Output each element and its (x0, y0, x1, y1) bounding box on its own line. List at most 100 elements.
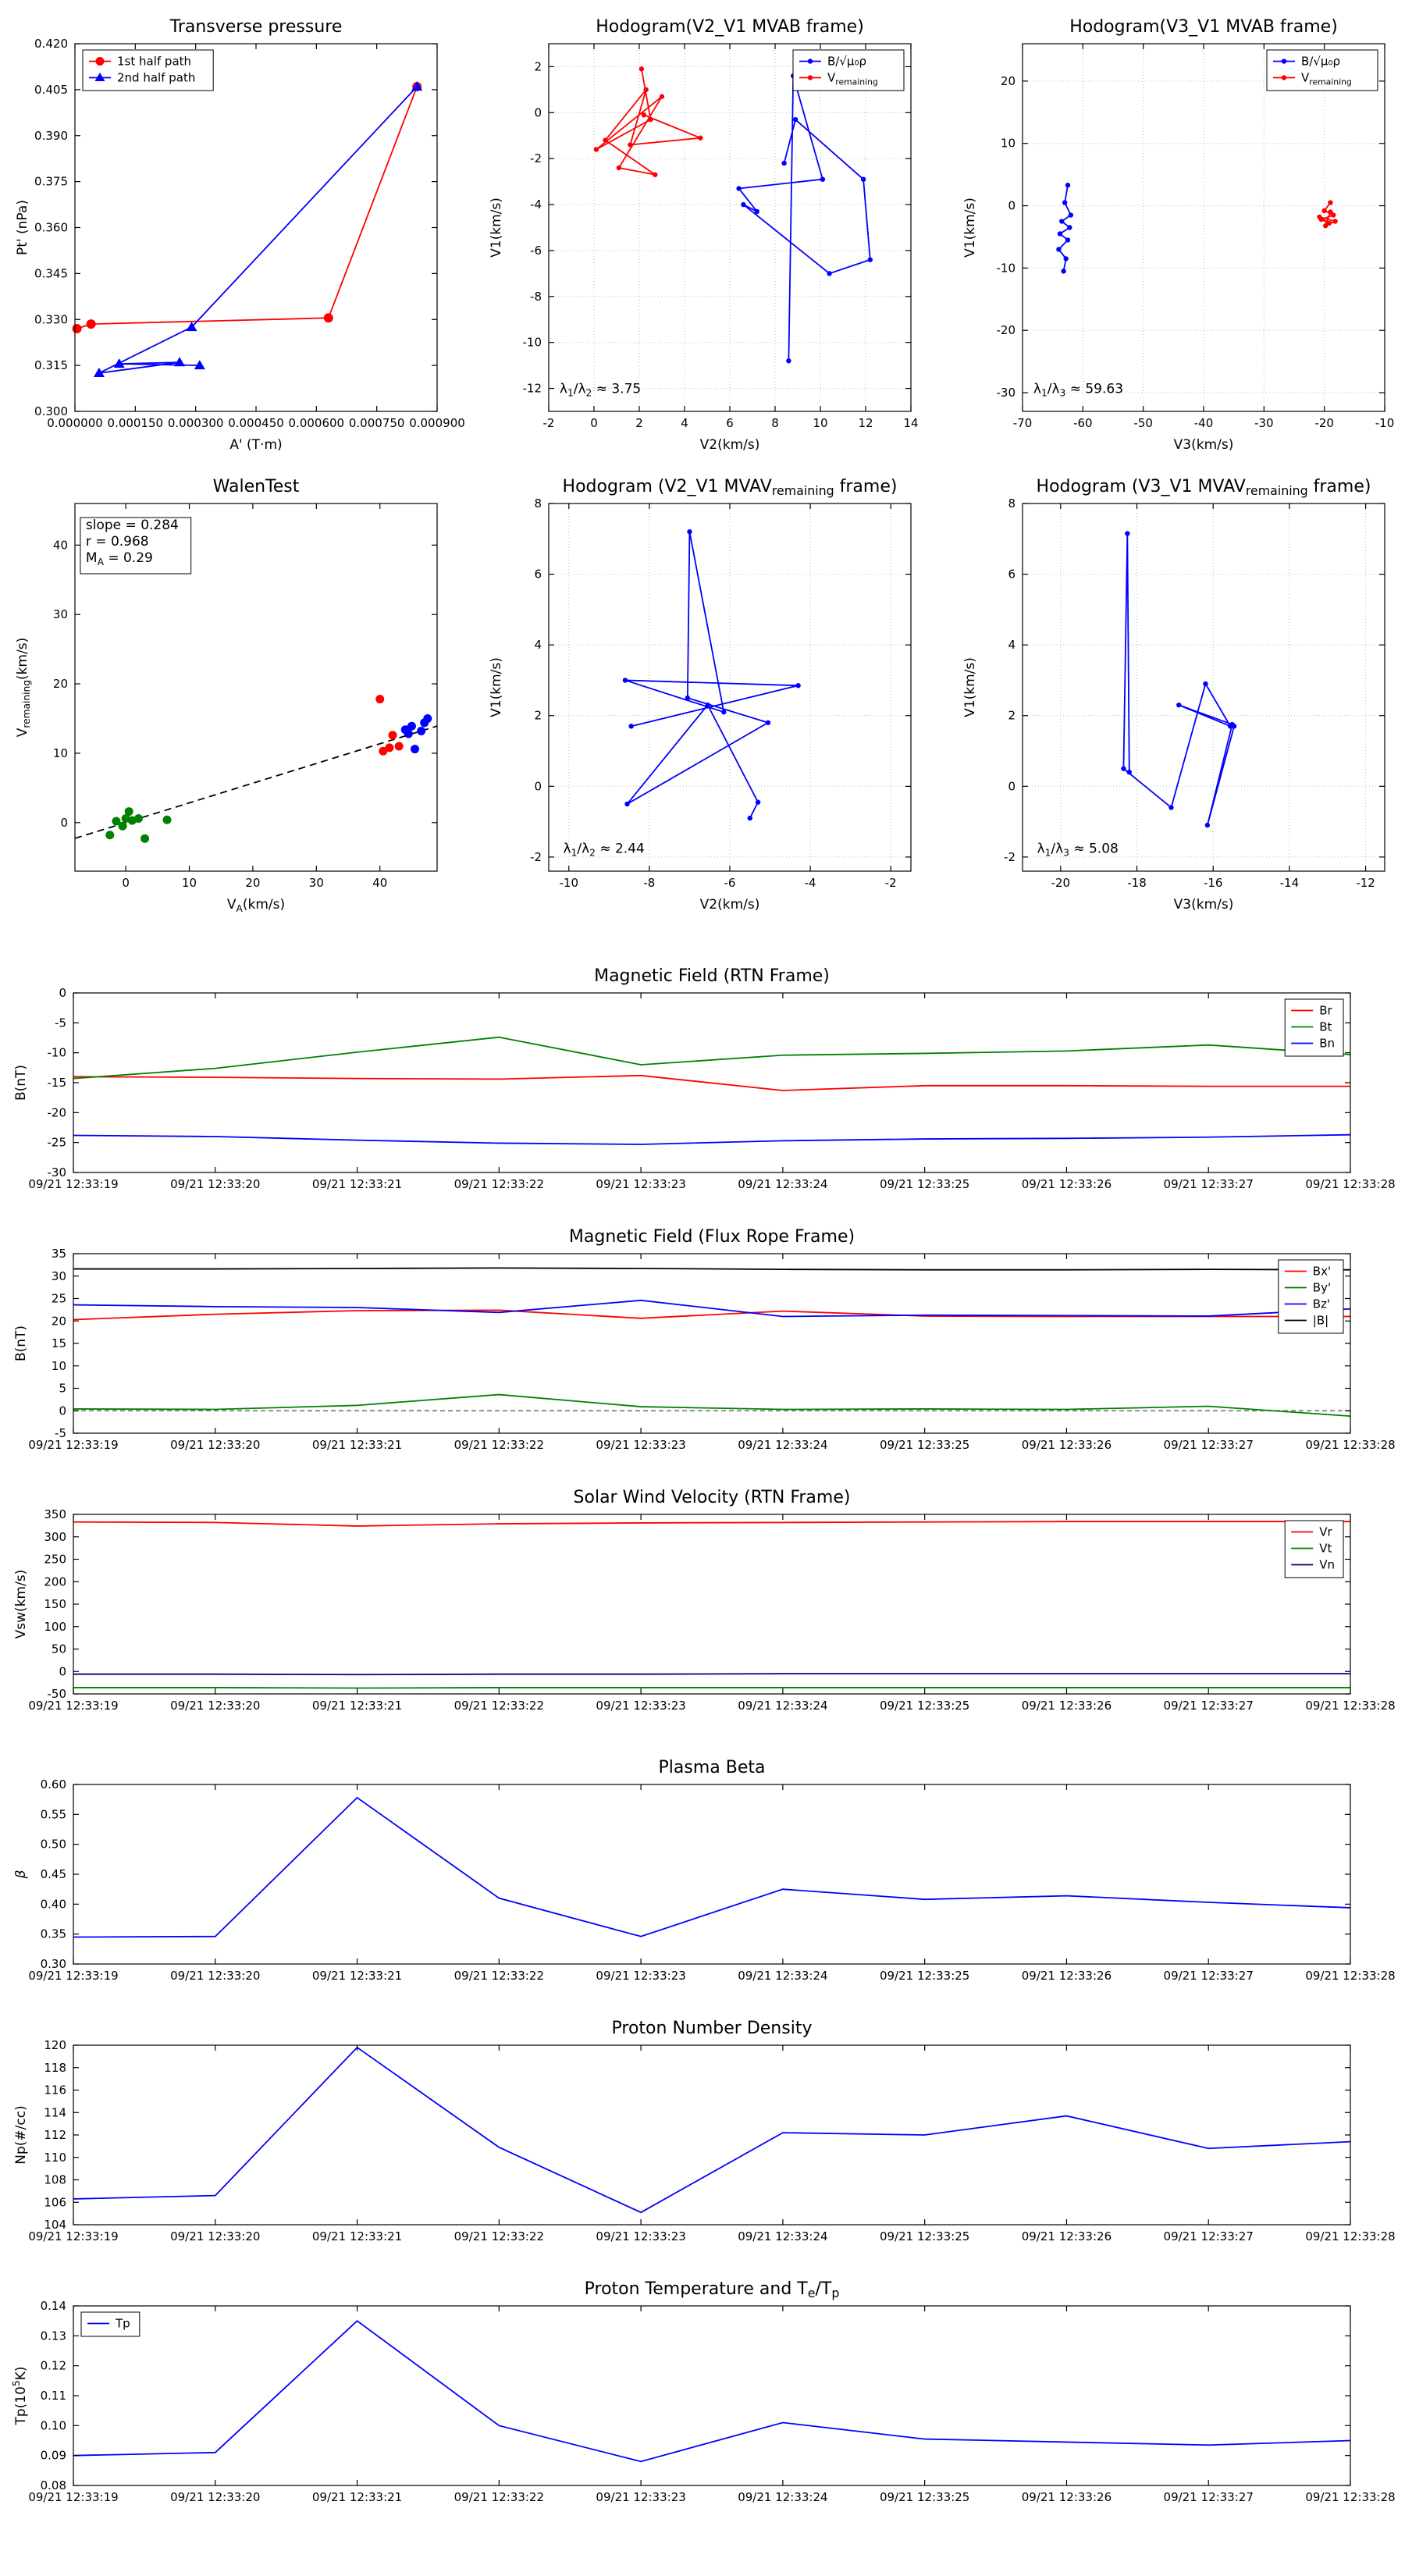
x-tick-label: 09/21 12:33:21 (312, 1699, 402, 1713)
x-axis-label: V2(km/s) (700, 437, 760, 453)
y-tick-label: 0.10 (41, 2418, 66, 2432)
svg-text:slope = 0.284: slope = 0.284 (86, 518, 179, 533)
x-tick-label: 09/21 12:33:25 (880, 2229, 969, 2243)
y-tick-label: -10 (997, 261, 1016, 275)
x-tick-label: 0.000750 (349, 416, 405, 430)
walen-test-chart: 0 10 20 30 40 0 10 20 30 40 WalenTest VA(km/s) Vrema… (15, 477, 438, 914)
series-By' (73, 1393, 1351, 1418)
hodogram-v2v1-mvav-chart: -10 -8 -6 -4 -2 -2 0 2 4 6 8 Hodogram (V2_V1 MVAVre… (489, 477, 912, 913)
magnetic-field-rtn-chart: 09/21 12:33:19 09/21 12:33:20 09/21 12:33:… (13, 966, 1396, 1191)
y-axis-label: Vremaining(km/s) (15, 638, 32, 737)
x-tick-label: 09/21 12:33:24 (738, 2490, 827, 2504)
y-tick-label: -20 (997, 323, 1016, 337)
series-|B| (73, 1267, 1351, 1271)
y-tick-label: 0 (60, 816, 68, 830)
x-tick-label: 09/21 12:33:24 (738, 1969, 827, 1983)
x-tick-label: -6 (724, 876, 736, 890)
chart-title: Plasma Beta (659, 1758, 766, 1777)
y-tick-label: 30 (53, 607, 68, 621)
y-tick-label: -50 (48, 1687, 67, 1701)
y-tick-label: 150 (44, 1597, 66, 1611)
transverse-pressure-chart: 0.000000 0.000150 0.000300 0.000450 0.000600… (15, 17, 465, 453)
y-tick-label: 2 (534, 59, 542, 73)
annotation: λ1/λ2 ≈ 3.75 (560, 381, 641, 398)
y-tick-label: 0.60 (41, 1777, 66, 1791)
svg-text:V1(km/s): V1(km/s) (962, 657, 978, 717)
x-tick-label: 09/21 12:33:22 (454, 1969, 544, 1983)
y-tick-label: 0.08 (41, 2478, 66, 2492)
legend-label: Vt (1319, 1542, 1332, 1556)
y-tick-label: 118 (44, 2061, 66, 2075)
proton-density-chart: 09/21 12:33:19 09/21 12:33:20 09/21 12:33:… (13, 2019, 1396, 2243)
solar-wind-velocity-chart: 09/21 12:33:19 09/21 12:33:20 09/21 12:33:… (13, 1488, 1396, 1713)
x-tick-label: 20 (245, 876, 260, 890)
y-axis-label: Tp(105K) (11, 2367, 29, 2426)
x-tick-label: 09/21 12:33:23 (596, 1177, 685, 1191)
svg-text:λ1/λ3 ≈ 59.63: λ1/λ3 ≈ 59.63 (1033, 381, 1123, 398)
x-tick-label: 09/21 12:33:23 (596, 2490, 685, 2504)
x-axis-label: V3(km/s) (1174, 437, 1234, 453)
axis-ticks: -2 0 2 4 6 8 10 12 14 -12 -10 -8 -6 -4 -2 0 2 (523, 44, 919, 430)
magnetic-field-flux-rope-chart: 09/21 12:33:19 09/21 12:33:20 09/21 12:33:… (13, 1227, 1396, 1452)
x-tick-label: 6 (726, 416, 734, 430)
y-tick-label: 0.405 (34, 83, 68, 97)
series-2nd half path (93, 80, 423, 377)
y-axis-label: V1(km/s) (962, 657, 978, 717)
x-tick-label: 10 (182, 876, 197, 890)
panel-proton-density: 09/21 12:33:19 09/21 12:33:20 09/21 12:33:… (8, 2014, 1397, 2248)
series-Bt (73, 1036, 1351, 1080)
legend-label: Br (1319, 1004, 1332, 1018)
svg-text:MA = 0.29: MA = 0.29 (86, 550, 153, 568)
y-axis-label: V1(km/s) (962, 197, 978, 258)
annotation: λ1/λ3 ≈ 59.63 (1033, 381, 1123, 398)
svg-text:Vsw(km/s): Vsw(km/s) (13, 1570, 29, 1639)
y-tick-label: 0.14 (41, 2299, 66, 2313)
svg-text:r = 0.968: r = 0.968 (86, 534, 149, 550)
x-tick-label: 09/21 12:33:21 (312, 2229, 402, 2243)
series-group (73, 1796, 1351, 1938)
x-tick-label: 09/21 12:33:26 (1022, 2229, 1112, 2243)
x-tick-label: -10 (1375, 416, 1395, 430)
svg-text:Np(#/cc): Np(#/cc) (13, 2105, 29, 2164)
y-tick-label: 4 (1008, 638, 1016, 652)
x-tick-label: -40 (1194, 416, 1214, 430)
hodogram-v3v1-mvab-chart: -70 -60 -50 -40 -30 -20 -10 -30 -20 -10 0 10 20 Hodog… (962, 17, 1395, 453)
x-tick-label: 09/21 12:33:24 (738, 2229, 827, 2243)
legend: Br Bt Bn (1284, 998, 1344, 1057)
x-tick-label: 09/21 12:33:25 (880, 1177, 969, 1191)
x-tick-label: -2 (885, 876, 897, 890)
svg-text:V1(km/s): V1(km/s) (962, 197, 978, 258)
y-tick-label: -30 (48, 1165, 67, 1179)
y-tick-label: 0.420 (34, 37, 68, 51)
legend-label: 1st half path (117, 55, 191, 69)
legend-label: 2nd half path (117, 71, 195, 85)
y-tick-label: -25 (48, 1136, 67, 1150)
x-tick-label: -10 (560, 876, 579, 890)
y-tick-label: 0.345 (34, 266, 68, 280)
svg-text:β: β (13, 1870, 29, 1879)
y-tick-label: 6 (1008, 568, 1016, 582)
y-axis-label: Vsw(km/s) (13, 1570, 29, 1639)
y-tick-label: -2 (1004, 850, 1016, 864)
svg-text:B(nT): B(nT) (13, 1065, 29, 1101)
svg-text:V1(km/s): V1(km/s) (489, 657, 504, 717)
y-tick-label: -10 (48, 1046, 67, 1060)
y-tick-label: 0.13 (41, 2329, 66, 2343)
x-tick-label: 0 (590, 416, 598, 430)
legend: Bx' By' Bz' |B| (1278, 1259, 1344, 1334)
chart-title: Magnetic Field (RTN Frame) (594, 966, 830, 986)
series-path (1121, 531, 1237, 828)
y-tick-label: 0 (59, 1664, 66, 1678)
y-tick-label: 0.40 (41, 1897, 66, 1911)
y-tick-label: 0.35 (41, 1927, 66, 1941)
y-tick-label: 108 (44, 2173, 66, 2187)
axis-ticks: 0 10 20 30 40 0 10 20 30 40 (53, 503, 437, 890)
y-tick-label: 250 (44, 1553, 66, 1567)
panel-proton-temperature: 09/21 12:33:19 09/21 12:33:20 09/21 12:33:… (8, 2275, 1397, 2509)
y-tick-label: 0.12 (41, 2359, 66, 2373)
x-tick-label: 09/21 12:33:27 (1164, 1438, 1254, 1452)
x-tick-label: 2 (635, 416, 643, 430)
x-tick-label: 09/21 12:33:20 (170, 2490, 260, 2504)
y-tick-label: 112 (44, 2128, 66, 2142)
